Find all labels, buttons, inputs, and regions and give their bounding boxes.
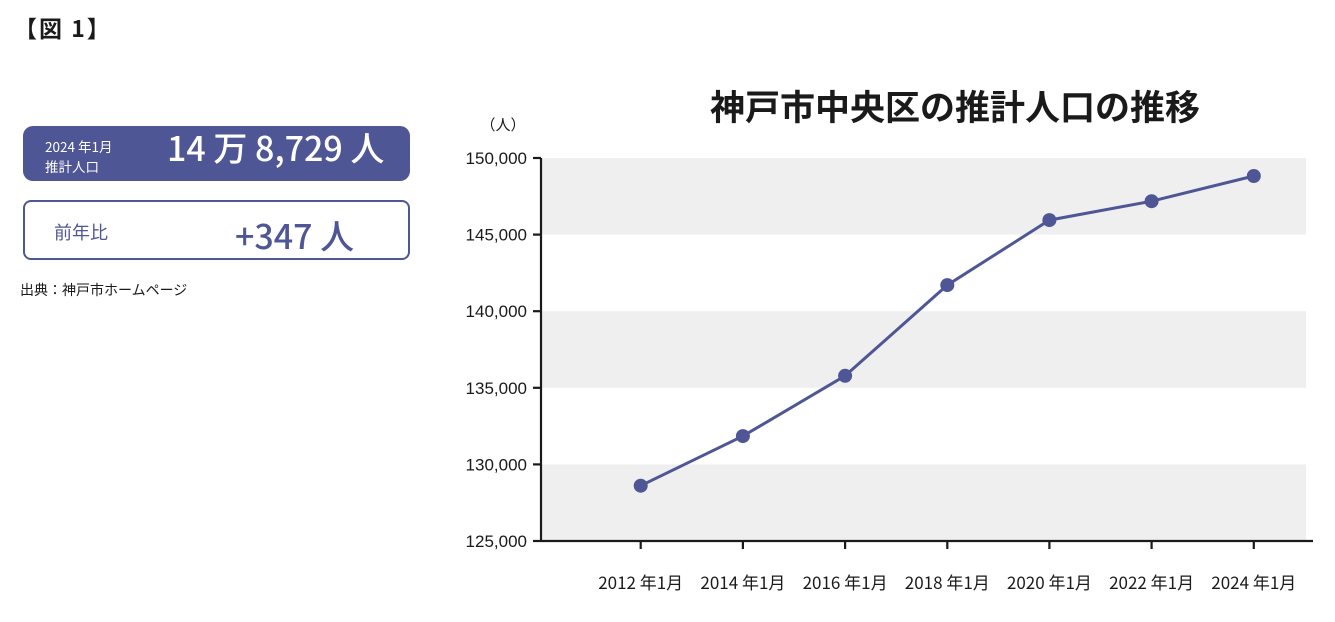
svg-text:140,000: 140,000 [466, 302, 527, 321]
svg-text:2018 年1月: 2018 年1月 [905, 569, 990, 594]
svg-text:150,000: 150,000 [466, 149, 527, 168]
svg-text:神戸市中央区の推計人口の推移: 神戸市中央区の推計人口の推移 [710, 80, 1200, 131]
svg-text:2012 年1月: 2012 年1月 [598, 569, 683, 594]
svg-text:125,000: 125,000 [466, 532, 527, 551]
svg-text:（人）: （人） [480, 114, 525, 135]
svg-text:135,000: 135,000 [466, 379, 527, 398]
svg-text:2014 年1月: 2014 年1月 [700, 569, 785, 594]
svg-text:145,000: 145,000 [466, 226, 527, 245]
svg-text:2024 年1月: 2024 年1月 [1211, 569, 1296, 594]
svg-text:2016 年1月: 2016 年1月 [803, 569, 888, 594]
svg-text:130,000: 130,000 [466, 455, 527, 474]
svg-text:2022 年1月: 2022 年1月 [1109, 569, 1194, 594]
svg-text:2020 年1月: 2020 年1月 [1007, 569, 1092, 594]
